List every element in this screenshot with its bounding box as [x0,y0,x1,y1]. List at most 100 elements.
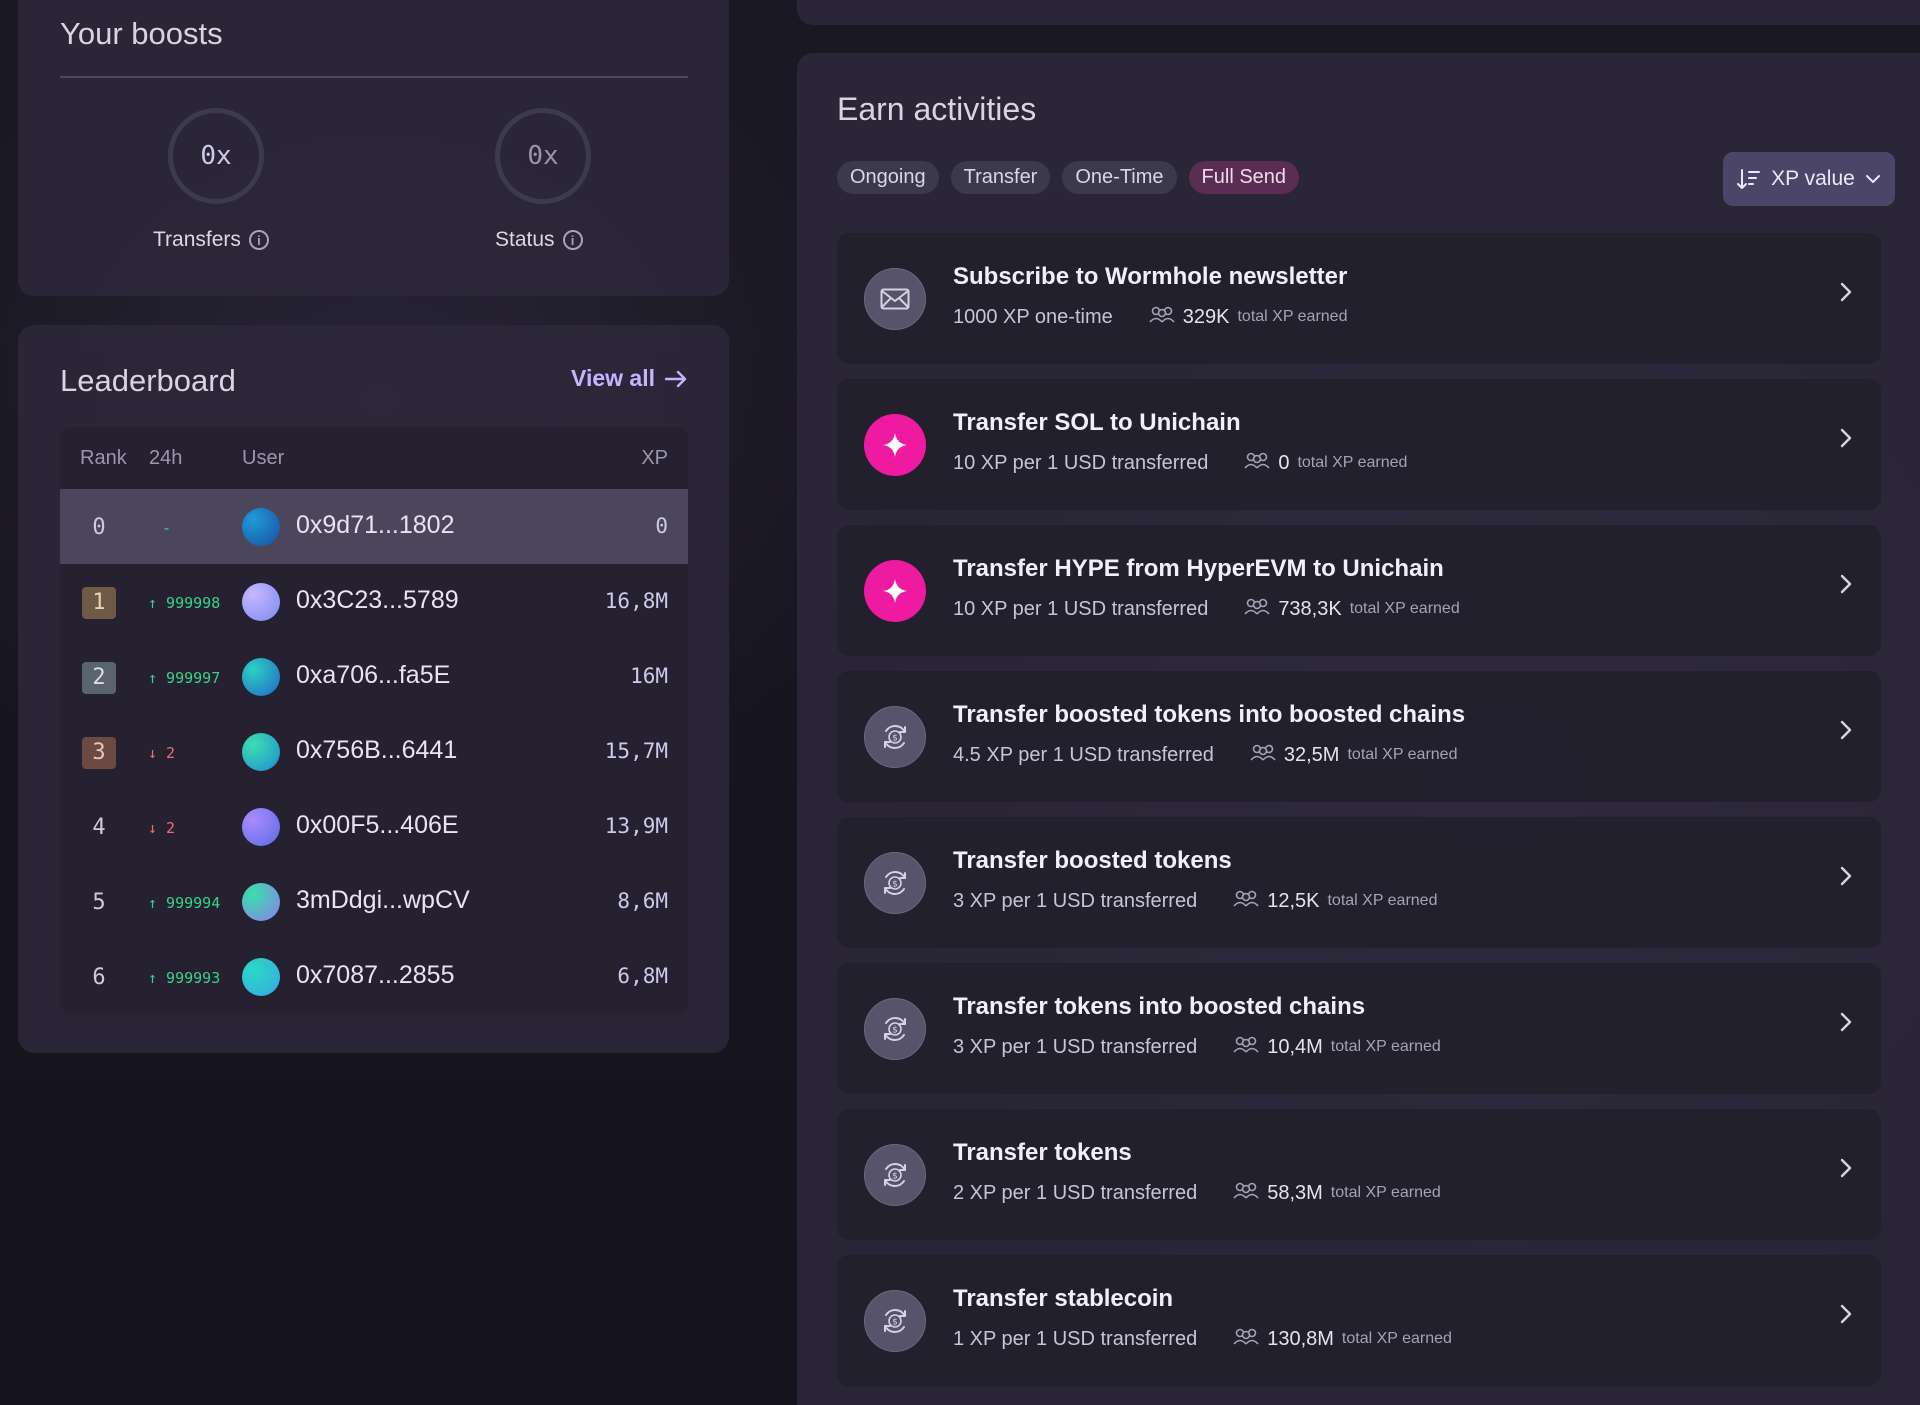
view-all-label: View all [571,365,655,391]
table-row[interactable]: 6 ↑ 999993 0x7087...2855 6,8M [60,939,688,1013]
sort-dropdown[interactable]: XP value [1723,152,1895,206]
activity-rate: 10 XP per 1 USD transferred [953,451,1209,474]
rank-change: ↑ 999994 [148,894,221,912]
transfers-boost-ring: 0x [168,108,264,204]
info-icon[interactable]: i [248,230,269,250]
user-address: 0xa706...fa5E [296,661,451,689]
transfers-boost-label: Transfers [153,228,241,251]
table-row-current-user[interactable]: 0 - 0x9d71...1802 0 [60,489,688,564]
table-body: 0 - 0x9d71...1802 0 1 ↑ 999998 0x3C23...5789 16… [60,489,688,1013]
total-xp-label: total XP earned [1330,1038,1441,1055]
activity-title: Transfer boosted tokens [953,847,1232,874]
sparkle-icon [864,414,926,476]
xp-value: 8,6M [617,889,668,913]
rank-badge: 4 [92,815,106,840]
avatar [242,508,280,546]
table-row[interactable]: 2 ↑ 999997 0xa706...fa5E 16M [60,639,688,714]
column-rank: Rank [80,447,127,469]
rank-badge: 6 [92,965,106,990]
avatar [242,958,280,996]
rank-badge: 2 [82,662,116,694]
column-xp: XP [641,447,668,469]
envelope-icon [864,268,926,330]
people-icon [1233,1327,1259,1351]
table-row[interactable]: 5 ↑ 999994 3mDdgi...wpCV 8,6M [60,864,688,939]
transfers-boost-label-group: Transfers i [153,228,269,252]
avatar [242,808,280,846]
table-row[interactable]: 4 ↓ 2 0x00F5...406E 13,9M [60,789,688,864]
people-icon [1233,1035,1259,1059]
tab-ongoing[interactable]: Ongoing [837,161,939,194]
table-row[interactable]: 1 ↑ 999998 0x3C23...5789 16,8M [60,564,688,639]
tab-full-send[interactable]: Full Send [1188,161,1300,194]
filter-tabs: Ongoing Transfer One-Time Full Send [837,161,1300,194]
svg-text:$: $ [892,1318,898,1328]
activity-title: Transfer SOL to Unichain [953,409,1241,436]
table-header: Rank 24h User XP [60,427,688,489]
info-icon[interactable]: i [562,230,583,250]
rank-change: ↑ 999993 [148,969,221,987]
people-icon [1244,451,1270,475]
activity-total-xp: 738,3K [1278,597,1342,620]
arrow-right-icon [665,370,687,387]
people-icon [1244,597,1270,621]
column-24h: 24h [149,447,183,469]
activity-meta: 3 XP per 1 USD transferred 12,5K total XP … [953,889,1437,913]
xp-value: 13,9M [604,814,668,838]
rank-badge: 3 [82,737,116,769]
top-panel-edge [797,0,1920,25]
rank-badge: 5 [92,890,106,915]
leaderboard-table: Rank 24h User XP 0 - 0x9d71...1802 0 1 ↑ 9999… [60,427,688,1013]
activity-card[interactable]: Transfer SOL to Unichain 10 XP per 1 USD … [837,379,1881,510]
table-row[interactable]: 3 ↓ 2 0x756B...6441 15,7M [60,714,688,789]
tab-transfer[interactable]: Transfer [950,161,1051,194]
earn-title: Earn activities [837,91,1037,127]
activity-card[interactable]: $ Transfer boosted tokens 3 XP per 1 USD t… [837,817,1881,948]
total-xp-label: total XP earned [1341,1330,1452,1347]
activity-card[interactable]: Subscribe to Wormhole newsletter 1000 XP … [837,233,1881,364]
xp-value: 15,7M [604,739,668,763]
total-xp-label: total XP earned [1330,1184,1441,1201]
leaderboard-title: Leaderboard [60,363,236,398]
user-address: 0x756B...6441 [296,736,458,764]
column-user: User [242,447,285,469]
boosts-panel: Your boosts 0x Transfers i 0x Status i [18,0,729,296]
activity-title: Transfer boosted tokens into boosted cha… [953,701,1466,728]
transfers-boost-value: 0x [200,141,232,171]
activity-meta: 1 XP per 1 USD transferred 130,8M total XP… [953,1327,1452,1351]
chevron-right-icon [1840,1304,1852,1324]
activity-total-xp: 10,4M [1267,1035,1323,1058]
activity-card[interactable]: Transfer HYPE from HyperEVM to Unichain 1… [837,525,1881,656]
total-xp-label: total XP earned [1297,454,1408,471]
user-address: 0x00F5...406E [296,811,459,839]
activity-card[interactable]: $ Transfer boosted tokens into boosted ch… [837,671,1881,802]
activity-card[interactable]: $ Transfer tokens 2 XP per 1 USD transferr… [837,1109,1881,1240]
activity-title: Subscribe to Wormhole newsletter [953,263,1348,290]
user-address: 0x3C23...5789 [296,586,459,614]
activity-total-xp: 58,3M [1267,1181,1323,1204]
boosts-title: Your boosts [60,16,223,51]
activity-card[interactable]: $ Transfer stablecoin 1 XP per 1 USD trans… [837,1255,1881,1386]
chevron-down-icon [1865,175,1880,183]
rank-change: - [162,519,172,537]
tab-one-time[interactable]: One-Time [1062,161,1177,194]
activity-meta: 10 XP per 1 USD transferred 0 total XP ear… [953,451,1407,475]
activity-rate: 1 XP per 1 USD transferred [953,1327,1198,1350]
activity-total-xp: 12,5K [1267,889,1320,912]
leaderboard-panel: Leaderboard View all Rank 24h User XP 0 -… [18,325,729,1053]
activity-title: Transfer HYPE from HyperEVM to Unichain [953,555,1444,582]
activity-meta: 1000 XP one-time 329K total XP earned [953,305,1347,329]
sparkle-icon [864,560,926,622]
activity-card[interactable]: $ Transfer tokens into boosted chains 3 XP… [837,963,1881,1094]
activity-title: Transfer tokens into boosted chains [953,993,1366,1020]
sort-icon [1737,169,1761,189]
status-boost-label: Status [495,228,555,251]
activity-rate: 10 XP per 1 USD transferred [953,597,1209,620]
divider [60,76,688,78]
rank-badge: 0 [92,515,106,540]
activity-meta: 4.5 XP per 1 USD transferred 32,5M total X… [953,743,1457,767]
dollar-cycle-icon: $ [864,852,926,914]
view-all-link[interactable]: View all [571,365,687,392]
avatar [242,658,280,696]
activity-rate: 3 XP per 1 USD transferred [953,889,1198,912]
